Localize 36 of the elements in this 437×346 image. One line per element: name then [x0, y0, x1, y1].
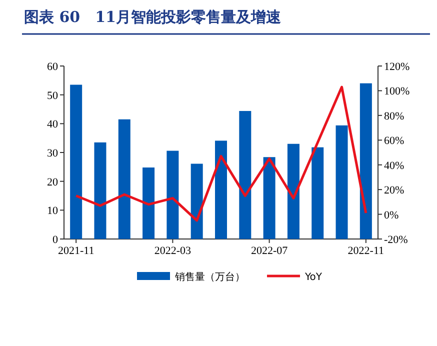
y2-tick-label: 0%	[384, 209, 399, 222]
bar	[118, 119, 130, 239]
bar	[336, 125, 348, 239]
x-tick-label: 2022-11	[348, 245, 384, 257]
x-tick-label: 2021-11	[58, 245, 94, 257]
y2-tick-label: 40%	[384, 160, 404, 172]
y2-tick-label: 80%	[384, 110, 404, 122]
y-tick-label: 0	[52, 234, 58, 246]
bar	[239, 110, 252, 239]
y-tick-label: 60	[47, 61, 58, 73]
bar	[142, 167, 155, 239]
bar	[94, 142, 106, 239]
bar	[312, 147, 324, 239]
y-tick-label: 50	[47, 90, 58, 102]
y2-tick-label: 20%	[384, 184, 404, 197]
y-tick-label: 20	[47, 176, 58, 188]
bar	[287, 144, 300, 239]
y2-tick-label: 100%	[384, 86, 410, 98]
bar	[70, 84, 82, 239]
y-tick-label: 40	[47, 118, 58, 131]
y-tick-label: 10	[47, 205, 58, 218]
y2-tick-label: 60%	[384, 135, 404, 148]
bar	[360, 83, 372, 239]
bar	[166, 150, 179, 239]
line-series	[74, 86, 368, 222]
bar	[215, 140, 227, 239]
y2-tick-label: 120%	[384, 61, 410, 73]
bar	[190, 164, 203, 239]
chart-title: 图表 60 11月智能投影零售量及增速	[24, 8, 282, 26]
legend-label: 销售量（万台）	[174, 271, 245, 283]
x-tick-label: 2022-07	[250, 245, 288, 257]
bar	[263, 157, 276, 239]
x-tick-label: 2022-03	[154, 245, 192, 257]
y2-tick-label: -20%	[384, 234, 408, 246]
y-tick-label: 30	[47, 148, 58, 160]
legend-label: YoY	[304, 272, 323, 283]
